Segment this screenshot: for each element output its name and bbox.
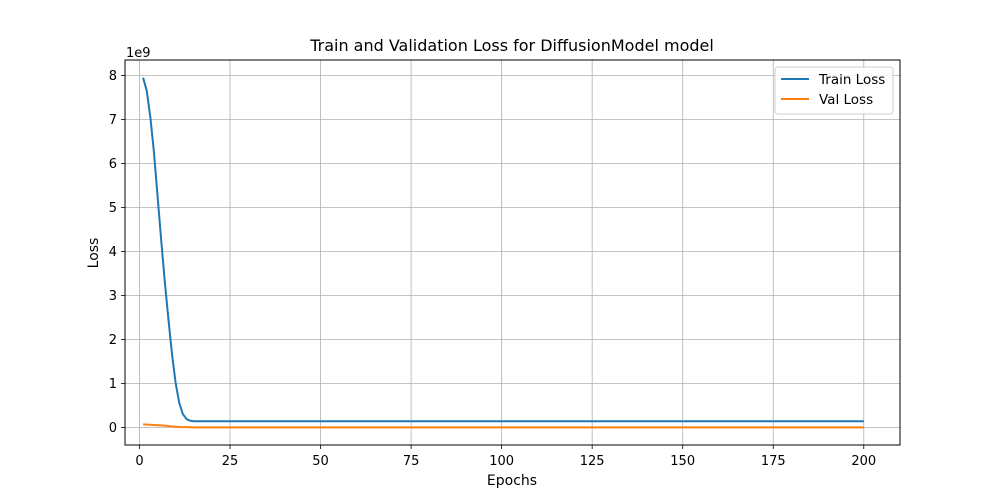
x-tick-label: 200 — [851, 454, 876, 469]
x-tick-label: 175 — [761, 454, 786, 469]
y-axis: 0 1 2 3 4 5 6 7 8 — [109, 69, 125, 436]
y-tick-label: 4 — [109, 245, 117, 260]
x-tick-label: 0 — [135, 454, 143, 469]
legend-label-val: Val Loss — [819, 92, 873, 108]
x-tick-label: 100 — [489, 454, 514, 469]
y-tick-label: 7 — [109, 113, 117, 128]
x-tick-label: 125 — [580, 454, 605, 469]
x-tick-label: 75 — [403, 454, 420, 469]
plot-frame — [124, 59, 901, 446]
legend: Train Loss Val Loss — [774, 66, 894, 115]
y-tick-label: 8 — [109, 69, 117, 84]
plot-lines — [142, 77, 864, 429]
x-tick-label: 25 — [222, 454, 239, 469]
x-axis-label: Epochs — [487, 473, 537, 489]
legend-label-train: Train Loss — [818, 72, 885, 88]
y-scale-label: 1e9 — [126, 46, 151, 61]
y-tick-label: 1 — [109, 377, 117, 392]
series-line-train-loss — [142, 77, 864, 423]
x-tick-label: 50 — [312, 454, 329, 469]
y-tick-label: 0 — [109, 421, 117, 436]
series-line-val-loss — [143, 423, 864, 429]
chart-title: Train and Validation Loss for DiffusionM… — [309, 36, 714, 55]
x-axis: 0 25 50 75 100 125 150 175 200 — [135, 445, 876, 469]
x-tick-label: 150 — [670, 454, 695, 469]
y-axis-label: Loss — [86, 238, 102, 269]
y-tick-label: 5 — [109, 201, 117, 216]
y-tick-label: 2 — [109, 333, 117, 348]
y-tick-label: 3 — [109, 289, 117, 304]
y-tick-label: 6 — [109, 157, 117, 172]
